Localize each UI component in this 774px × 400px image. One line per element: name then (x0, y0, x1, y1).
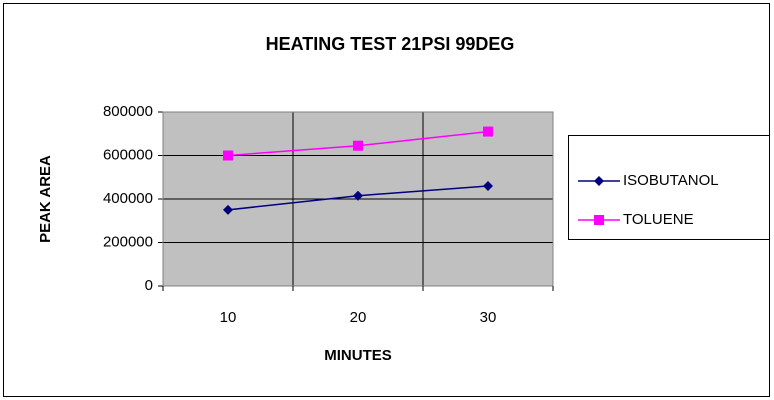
point (594, 176, 604, 186)
x-tick-label: 30 (480, 309, 497, 326)
point (223, 204, 233, 215)
point (483, 126, 493, 137)
x-axis-label: MINUTES (324, 347, 392, 364)
x-tick-label: 10 (220, 309, 237, 326)
legend-label: ISOBUTANOL (623, 172, 719, 189)
point (353, 140, 363, 151)
y-axis-label: PEAK AREA (37, 155, 54, 243)
point (223, 150, 233, 161)
point (483, 180, 493, 191)
plot-border (162, 111, 554, 287)
y-tick-label: 400000 (103, 190, 153, 207)
y-tick-label: 0 (145, 277, 153, 294)
y-tick-label: 800000 (103, 103, 153, 120)
point (353, 190, 363, 201)
chart-title: HEATING TEST 21PSI 99DEG (266, 34, 515, 54)
y-tick-label: 600000 (103, 146, 153, 163)
y-tick-label: 200000 (103, 233, 153, 250)
legend-label: TOLUENE (623, 211, 694, 228)
point (594, 215, 604, 225)
x-tick-label: 20 (350, 309, 367, 326)
